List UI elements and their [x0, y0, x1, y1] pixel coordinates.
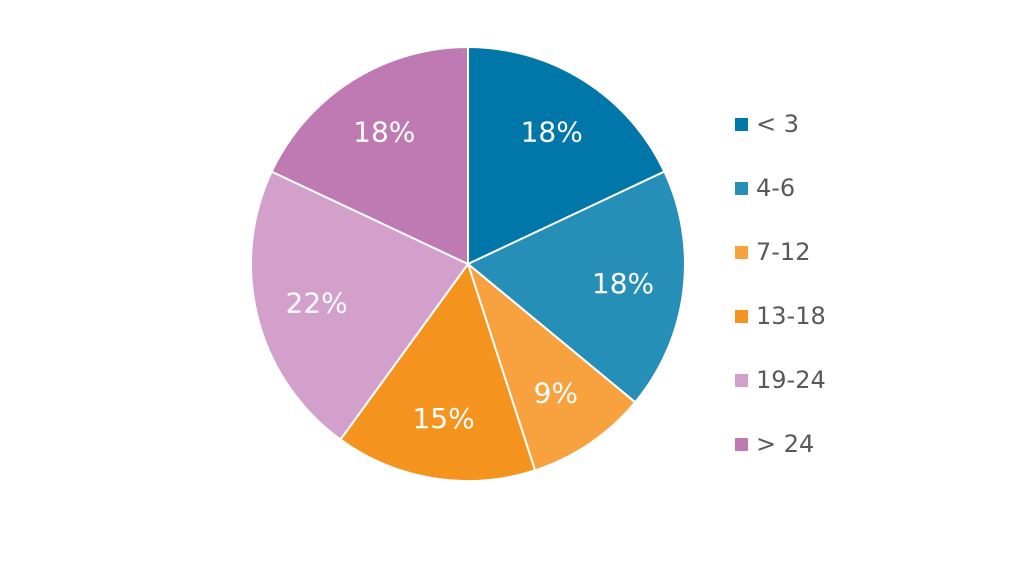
- data-label-1: 18%: [521, 116, 583, 149]
- legend-item-5: 19-24: [735, 348, 826, 412]
- legend-label: > 24: [756, 430, 815, 458]
- data-label-5: 22%: [286, 286, 348, 319]
- pie-slice-4: [339, 261, 537, 482]
- legend-swatch: [735, 373, 748, 387]
- pie-slice-1: [467, 45, 666, 266]
- legend-swatch: [735, 437, 748, 451]
- pie-data-labels: 18% 18% 9% 15% 22% 18%: [286, 116, 655, 435]
- legend-item-3: 7-12: [735, 220, 826, 284]
- legend-swatch: [735, 309, 748, 323]
- legend-label: 19-24: [756, 366, 826, 394]
- legend-swatch: [735, 245, 748, 259]
- legend-label: 4-6: [756, 174, 796, 202]
- legend-swatch: [735, 181, 748, 195]
- pie-slice-3: [465, 261, 637, 472]
- data-label-3: 9%: [534, 377, 578, 410]
- pie-slices: [250, 45, 686, 482]
- legend-swatch: [735, 117, 748, 131]
- data-label-2: 18%: [592, 267, 654, 300]
- legend-item-4: 13-18: [735, 284, 826, 348]
- data-label-6: 18%: [353, 116, 415, 149]
- legend-item-6: > 24: [735, 412, 826, 476]
- legend-label: 7-12: [756, 238, 811, 266]
- legend-label: < 3: [756, 110, 800, 138]
- legend: < 3 4-6 7-12 13-18 19-24 > 24: [735, 92, 826, 476]
- legend-label: 13-18: [756, 302, 826, 330]
- data-label-4: 15%: [412, 402, 474, 435]
- legend-item-2: 4-6: [735, 156, 826, 220]
- legend-item-1: < 3: [735, 92, 826, 156]
- pie-slice-2: [466, 170, 686, 404]
- pie-slice-6: [270, 45, 469, 266]
